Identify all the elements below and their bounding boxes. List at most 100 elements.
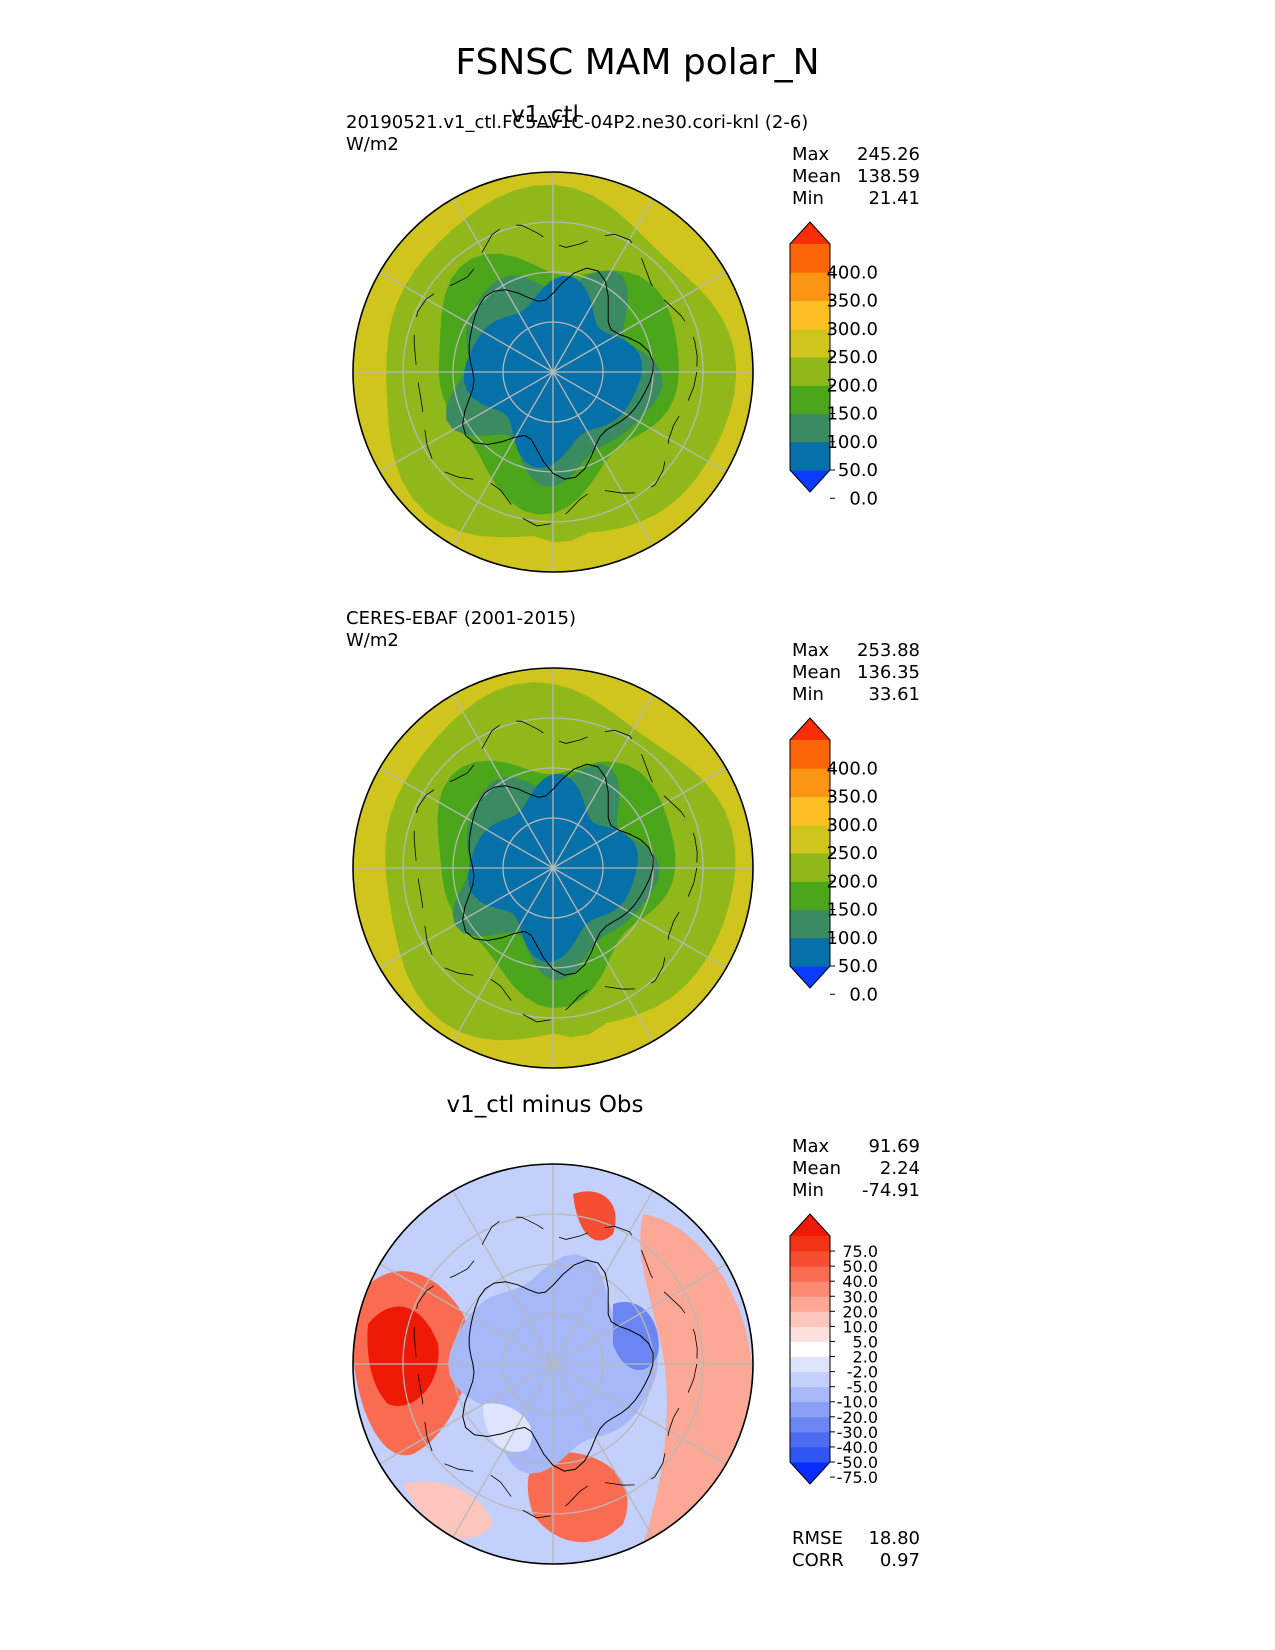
colorbar-tick-label: 50.0 [838, 460, 878, 481]
colorbar-tick-label: 100.0 [826, 432, 878, 453]
map-boundary [352, 667, 754, 1069]
panel-metrics: RMSE 18.80 CORR 0.97 [792, 1528, 920, 1572]
colorbar-segment [790, 1326, 830, 1342]
panel-title: v1_ctl [511, 102, 579, 128]
colorbar-tick-label: 400.0 [826, 758, 878, 779]
colorbar-tick-label: 250.0 [826, 843, 878, 864]
polar-map [352, 1163, 754, 1565]
meridian-line [552, 867, 654, 1042]
meridian-line [552, 1363, 654, 1538]
meridian-line [552, 867, 727, 969]
colorbar-segment [790, 244, 830, 273]
colorbar-segment [790, 909, 830, 939]
colorbar-segment [790, 881, 830, 910]
colorbar-tick-label: 100.0 [826, 928, 878, 949]
panel-stats: Max 91.69 Mean 2.24 Min -74.91 [792, 1136, 920, 1202]
meridian-line [552, 694, 654, 869]
colorbar-tick-label: -10.0 [837, 1393, 878, 1412]
colorbar-tick-label: 5.0 [853, 1332, 878, 1351]
colorbar-tick-label: -50.0 [837, 1453, 878, 1472]
colorbar-tick-label: 20.0 [842, 1302, 878, 1321]
meridian-line [552, 371, 654, 546]
meridian-line [379, 767, 554, 869]
coastline [413, 224, 698, 527]
meridian-line [452, 694, 554, 869]
panel-title: v1_ctl minus Obs [446, 1092, 644, 1118]
colorbar-segment [790, 1266, 830, 1282]
meridian-line [379, 1263, 554, 1365]
colorbar-segment [790, 1416, 830, 1433]
colorbar-segment [790, 796, 830, 826]
colorbar-tick-label: 30.0 [842, 1287, 878, 1306]
colorbar-extend-min [790, 470, 830, 492]
panel-subtitle: CERES-EBAF (2001-2015) [346, 608, 577, 629]
panel-subtitle: 20190521.v1_ctl.FC5AV1C-04P2.ne30.cori-k… [346, 112, 809, 133]
colorbar-extend-min [790, 966, 830, 988]
colorbar-tick-label: 2.0 [853, 1348, 878, 1367]
panel-stats: Max 245.26 Mean 138.59 Min 21.41 [792, 144, 920, 210]
colorbar-tick-label: -2.0 [847, 1363, 878, 1382]
colorbar-segment [790, 1356, 830, 1373]
colorbar-tick-label: -75.0 [837, 1468, 878, 1487]
stat-min: Min 33.61 [792, 684, 920, 705]
field-region [613, 1302, 659, 1371]
coastline [413, 720, 698, 1023]
colorbar-tick-label: 50.0 [842, 1257, 878, 1276]
colorbar-segment [790, 328, 830, 358]
colorbar-segment [790, 1281, 830, 1297]
colorbar-tick-label: 75.0 [842, 1242, 878, 1261]
meridian-line [552, 1363, 727, 1465]
colorbar-tick-label: 150.0 [826, 404, 878, 425]
meridian-line [452, 1190, 554, 1365]
colorbar-segment [790, 357, 830, 386]
colorbar-tick-label: -30.0 [837, 1423, 878, 1442]
meridian-line [552, 767, 727, 869]
meridian-line [379, 271, 554, 373]
colorbar-segment [790, 1236, 830, 1252]
colorbar-segment [790, 1341, 830, 1358]
colorbar-extend-max [790, 718, 830, 740]
stat-max: Max 91.69 [792, 1136, 920, 1157]
stat-max: Max 245.26 [792, 144, 920, 165]
panel-stats: Max 253.88 Mean 136.35 Min 33.61 [792, 640, 920, 706]
meridian-line [552, 198, 654, 373]
colorbar-segment [790, 1401, 830, 1418]
colorbar-segment [790, 300, 830, 330]
colorbar-tick-label: 40.0 [842, 1272, 878, 1291]
meridian-line [552, 271, 727, 373]
colorbar-segment [790, 1446, 830, 1463]
colorbar-tick-label: -5.0 [847, 1378, 878, 1397]
meridian-line [452, 867, 554, 1042]
stat-mean: Mean 2.24 [792, 1158, 920, 1179]
meridian-line [379, 1363, 554, 1465]
field-region [403, 1481, 493, 1539]
colorbar-tick-label: 300.0 [826, 319, 878, 340]
colorbar-tick-label: 150.0 [826, 900, 878, 921]
figure-title: FSNSC MAM polar_N [455, 42, 820, 83]
colorbar: 400.0 350.0 300.0 250.0 200.0 150.0 100.0 50.0 0… [789, 717, 878, 1005]
map-boundary [352, 1163, 754, 1565]
colorbar-extend-min [790, 1462, 830, 1484]
colorbar-segment [790, 385, 830, 414]
colorbar-segment [790, 824, 830, 854]
meridian-line [379, 371, 554, 473]
colorbar-segment [790, 768, 830, 797]
field-region [573, 1191, 616, 1241]
colorbar-segment [790, 1311, 830, 1327]
colorbar-tick-label: 350.0 [826, 787, 878, 808]
coastline [462, 267, 654, 480]
meridian-line [379, 867, 554, 969]
polar-map [352, 667, 754, 1069]
coastline [462, 1259, 654, 1472]
colorbar-tick-label: 300.0 [826, 815, 878, 836]
colorbar-extend-max [790, 222, 830, 244]
meridian-line [452, 1363, 554, 1538]
stat-max: Max 253.88 [792, 640, 920, 661]
colorbar-segment [790, 1371, 830, 1388]
metric-corr: CORR 0.97 [792, 1550, 920, 1571]
meridian-line [452, 198, 554, 373]
coastline [413, 1216, 698, 1519]
colorbar: 75.050.040.030.020.010.05.02.0-2.0-5.0-1… [789, 1213, 878, 1487]
panel-diff: v1_ctl minus Obs Max 91.69 Mean 2.24 Min -7… [0, 1092, 1275, 1582]
meridian-line [452, 371, 554, 546]
